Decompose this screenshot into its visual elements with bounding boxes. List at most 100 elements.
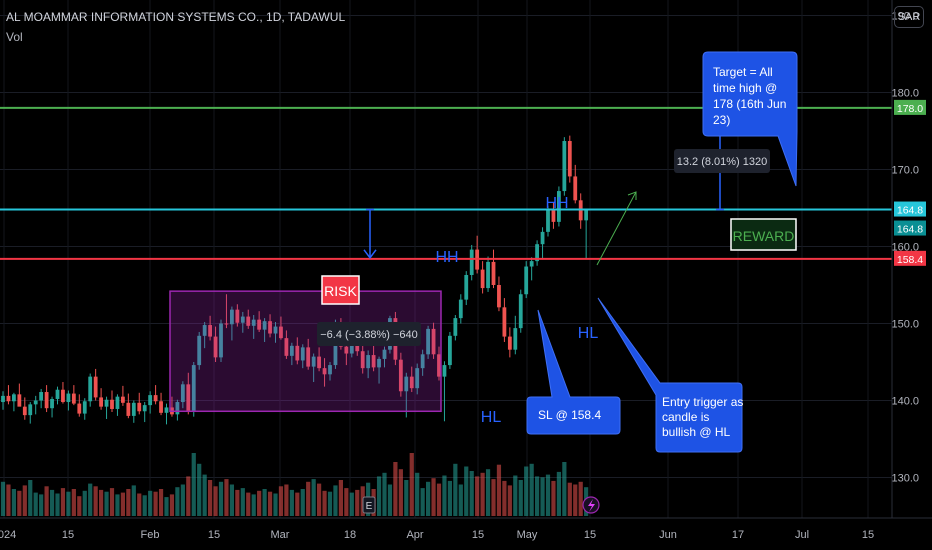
hl-label-left: HL	[481, 409, 502, 426]
x-tick-label: Jul	[795, 529, 809, 541]
volume-bar	[246, 492, 251, 516]
y-tick-label: 170.0	[891, 165, 919, 177]
candle-body	[295, 345, 300, 361]
volume-bar	[137, 493, 142, 516]
lightning-icon-glyph	[588, 499, 595, 512]
x-tick-label: 15	[62, 529, 74, 541]
candle-body	[420, 354, 425, 369]
volume-bar	[295, 492, 300, 516]
volume-bar	[131, 485, 136, 516]
candle-body	[180, 384, 185, 403]
candle-body	[230, 309, 234, 325]
volume-indicator-label[interactable]: Vol	[6, 30, 23, 44]
target-callout-text: Target = All time high @178 (16th Jun 23)	[713, 65, 786, 127]
candle-body	[322, 368, 327, 375]
risk-measure-text: −6.4 (−3.88%) −640	[320, 329, 418, 341]
volume-bar	[404, 480, 409, 516]
volume-bar	[458, 484, 463, 516]
price-label-target: 178.0	[897, 103, 923, 115]
volume-bar	[240, 488, 245, 516]
event-marker-box	[362, 496, 376, 514]
candle-body	[491, 261, 496, 285]
candle-body	[513, 328, 518, 350]
volume-bar	[191, 453, 196, 516]
volume-bar	[284, 484, 289, 516]
x-tick-label: 15	[208, 529, 220, 541]
volume-bar	[39, 494, 44, 516]
volume-bar	[148, 490, 153, 516]
volume-bar	[273, 493, 278, 516]
candle-body	[360, 351, 365, 369]
candle-body	[12, 394, 16, 402]
candle-body	[426, 328, 430, 355]
candle-body	[121, 396, 125, 403]
candle-body	[262, 321, 267, 330]
candle-body	[71, 393, 76, 404]
y-tick-label: 130.0	[891, 473, 919, 485]
volume-bar	[120, 492, 125, 516]
reward-label-box	[730, 218, 797, 251]
hh-label-right: HH	[545, 195, 568, 212]
candle-body	[115, 396, 120, 409]
candle-body	[573, 176, 578, 201]
sl-callout-text: SL @ 158.4	[538, 408, 601, 422]
candle-body	[197, 335, 202, 366]
volume-bar	[300, 489, 305, 516]
x-tick-label: 18	[344, 529, 356, 541]
candle-body	[251, 319, 256, 326]
reward-measure-text: 13.2 (8.01%) 1320	[677, 156, 768, 168]
volume-bar	[447, 480, 452, 516]
entry-callout-box	[597, 297, 743, 453]
candle-body	[409, 376, 414, 389]
volume-bar	[158, 489, 164, 516]
volume-bar	[257, 490, 262, 516]
volume-bar	[28, 480, 33, 516]
candle-body	[6, 395, 11, 402]
candle-body	[382, 349, 387, 359]
candle-body	[328, 365, 332, 375]
candle-body	[469, 249, 474, 275]
volume-bar	[338, 480, 343, 516]
volume-bar	[529, 463, 534, 516]
candle-body	[208, 325, 212, 337]
candle-body	[235, 309, 240, 323]
candle-body	[66, 393, 71, 403]
price-label-stop: 158.4	[897, 254, 923, 266]
candle-body	[268, 321, 272, 334]
event-marker: E	[366, 501, 373, 512]
candle-body	[404, 376, 409, 392]
volume-bar	[142, 495, 147, 516]
volume-bar	[393, 462, 398, 516]
volume-bar	[485, 469, 491, 516]
volume-bar	[229, 484, 234, 516]
candle-body	[44, 392, 49, 409]
candle-body	[311, 356, 316, 367]
candle-body	[33, 400, 38, 405]
volume-bar	[573, 484, 578, 516]
volume-bar	[99, 489, 104, 516]
volume-bar	[6, 484, 11, 516]
volume-bar	[175, 487, 180, 516]
risk-label: RISK	[324, 283, 357, 299]
candle-body	[377, 358, 381, 368]
candle-body	[17, 394, 22, 407]
candle-body	[344, 346, 349, 354]
y-tick-label: 150.0	[891, 319, 919, 331]
projection-line	[596, 191, 637, 266]
x-tick-label: Mar	[271, 529, 290, 541]
volume-bar	[164, 497, 169, 516]
volume-bars	[0, 453, 589, 516]
x-tick-label: 15	[584, 529, 596, 541]
volume-bar	[556, 471, 561, 516]
volume-bar	[382, 472, 387, 516]
currency-button[interactable]: SAR	[894, 6, 924, 28]
candle-body	[557, 191, 561, 222]
candle-body	[284, 338, 289, 356]
volume-bar	[502, 480, 507, 516]
volume-bar	[333, 485, 338, 516]
volume-bar	[49, 489, 55, 516]
y-tick-label: 180.0	[891, 88, 919, 100]
volume-bar	[104, 491, 109, 516]
volume-bar	[469, 471, 474, 516]
